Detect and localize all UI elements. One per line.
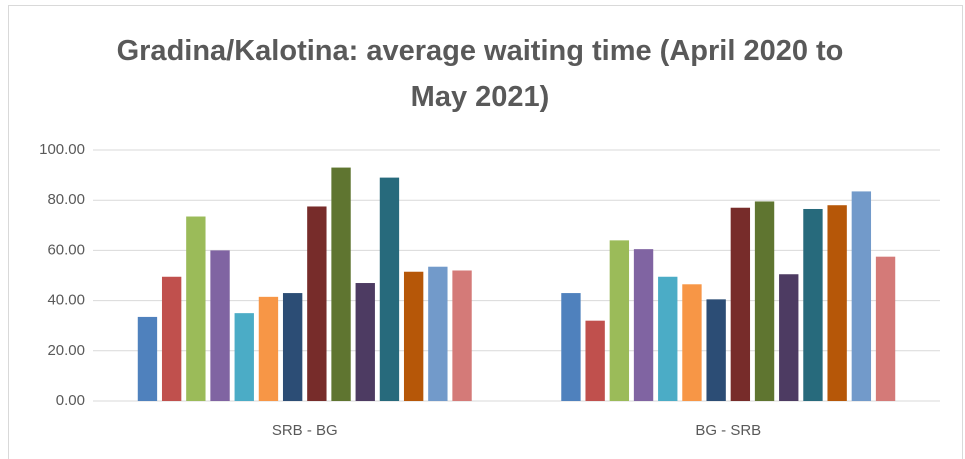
bar <box>379 177 400 401</box>
y-tick-label: 80.00 <box>47 191 85 208</box>
bar <box>161 276 182 401</box>
bar <box>428 266 448 401</box>
bar <box>585 320 605 401</box>
bar <box>234 313 254 401</box>
bar <box>682 284 702 401</box>
y-tick-label: 100.00 <box>39 141 85 158</box>
bar <box>706 299 726 401</box>
bar <box>282 293 303 401</box>
bar <box>561 293 581 401</box>
chart-title: Gradina/Kalotina: average waiting time (… <box>116 35 860 113</box>
bar <box>355 283 375 401</box>
y-tick-label: 20.00 <box>47 342 85 359</box>
bar <box>633 249 654 401</box>
x-tick-label: BG - SRB <box>695 422 761 439</box>
bar <box>137 316 158 401</box>
bar <box>186 216 206 401</box>
bar <box>609 240 630 401</box>
x-tick-label: SRB - BG <box>272 422 338 439</box>
bar <box>210 250 230 401</box>
bar <box>658 276 678 401</box>
y-tick-label: 40.00 <box>47 292 85 309</box>
bar <box>754 201 775 401</box>
y-tick-label: 0.00 <box>56 392 85 409</box>
bar <box>875 256 896 401</box>
bar <box>851 191 872 401</box>
bar <box>452 270 472 401</box>
bar <box>827 205 847 401</box>
bar <box>403 271 424 401</box>
bar <box>779 274 799 401</box>
bar <box>803 208 823 401</box>
y-tick-label: 60.00 <box>47 241 85 258</box>
chart-border <box>8 5 963 459</box>
bar <box>730 207 751 401</box>
bar <box>331 167 351 401</box>
bar <box>307 206 327 401</box>
bar <box>258 296 279 401</box>
